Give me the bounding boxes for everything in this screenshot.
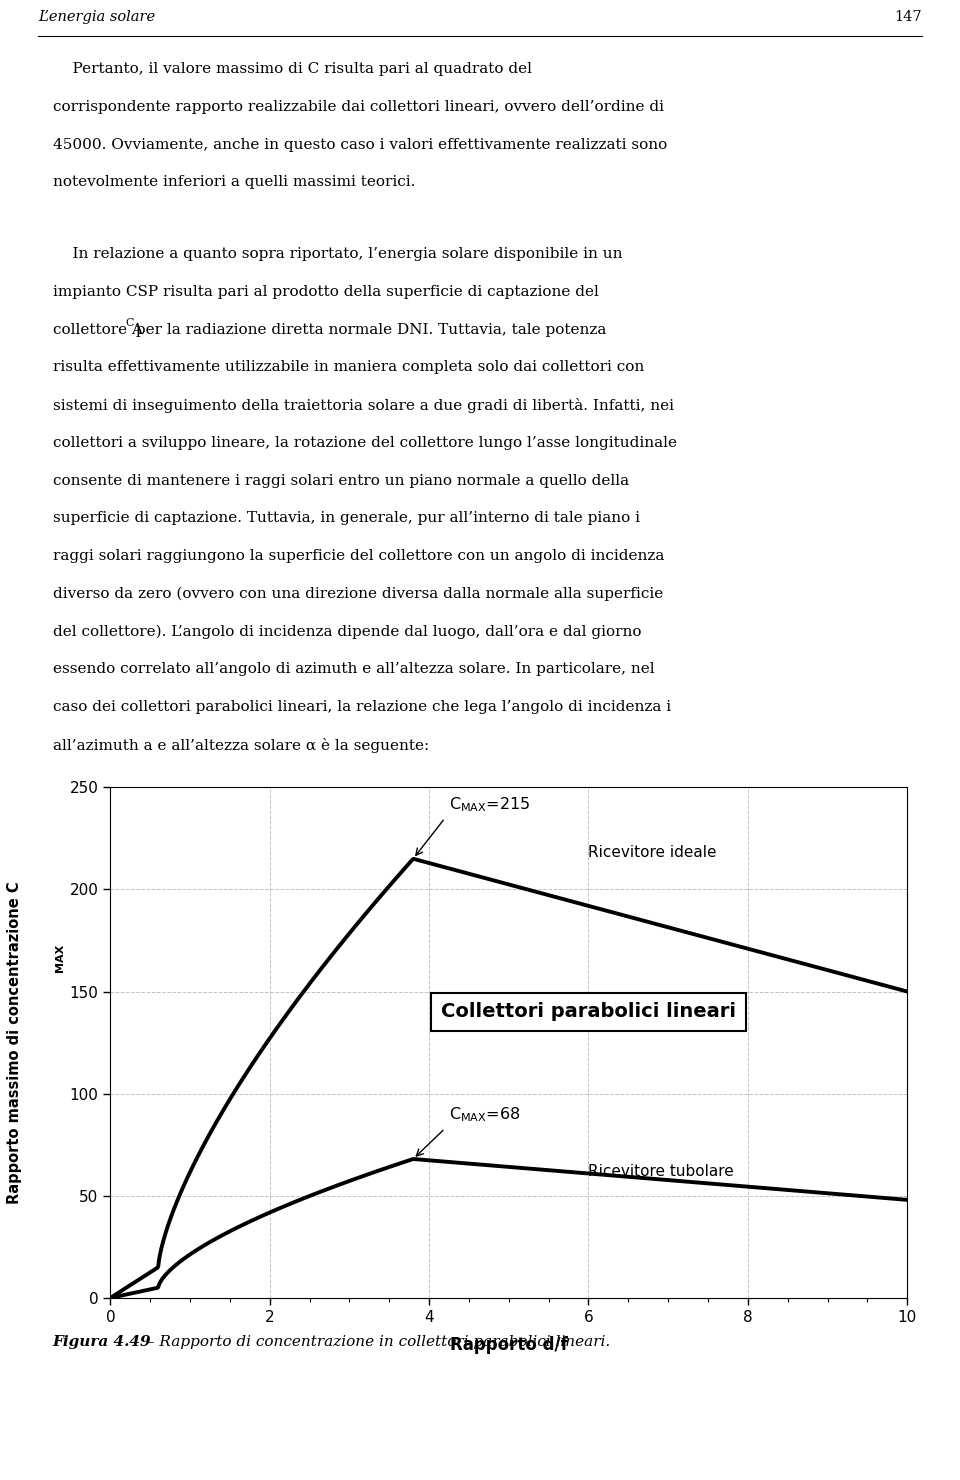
Text: Rapporto massimo di concentrazione C: Rapporto massimo di concentrazione C xyxy=(7,881,22,1203)
Text: Figura 4.49: Figura 4.49 xyxy=(53,1335,152,1348)
Text: Collettori parabolici lineari: Collettori parabolici lineari xyxy=(441,1002,736,1021)
Text: – Rapporto di concentrazione in collettori parabolici lineari.: – Rapporto di concentrazione in colletto… xyxy=(142,1335,611,1348)
Text: superficie di captazione. Tuttavia, in generale, pur all’interno di tale piano i: superficie di captazione. Tuttavia, in g… xyxy=(53,511,639,525)
Text: impianto CSP risulta pari al prodotto della superficie di captazione del: impianto CSP risulta pari al prodotto de… xyxy=(53,284,599,299)
Text: L’energia solare: L’energia solare xyxy=(38,10,156,24)
Text: $\mathregular{C_{MAX}}$=215: $\mathregular{C_{MAX}}$=215 xyxy=(449,795,530,814)
X-axis label: Rapporto d/f: Rapporto d/f xyxy=(450,1336,567,1354)
Text: sistemi di inseguimento della traiettoria solare a due gradi di libertà. Infatti: sistemi di inseguimento della traiettori… xyxy=(53,398,674,413)
Text: collettori a sviluppo lineare, la rotazione del collettore lungo l’asse longitud: collettori a sviluppo lineare, la rotazi… xyxy=(53,435,677,450)
Text: C: C xyxy=(126,318,133,329)
Text: essendo correlato all’angolo di azimuth e all’altezza solare. In particolare, ne: essendo correlato all’angolo di azimuth … xyxy=(53,662,655,676)
Text: del collettore). L’angolo di incidenza dipende dal luogo, dall’ora e dal giorno: del collettore). L’angolo di incidenza d… xyxy=(53,625,641,639)
Text: diverso da zero (ovvero con una direzione diversa dalla normale alla superficie: diverso da zero (ovvero con una direzion… xyxy=(53,586,663,601)
Text: In relazione a quanto sopra riportato, l’energia solare disponibile in un: In relazione a quanto sopra riportato, l… xyxy=(53,247,622,260)
Text: per la radiazione diretta normale DNI. Tuttavia, tale potenza: per la radiazione diretta normale DNI. T… xyxy=(131,323,606,336)
Text: $\mathregular{C_{MAX}}$=68: $\mathregular{C_{MAX}}$=68 xyxy=(449,1106,520,1125)
Text: 147: 147 xyxy=(894,10,922,24)
Text: Ricevitore ideale: Ricevitore ideale xyxy=(588,845,717,860)
Text: Ricevitore tubolare: Ricevitore tubolare xyxy=(588,1163,734,1178)
Text: consente di mantenere i raggi solari entro un piano normale a quello della: consente di mantenere i raggi solari ent… xyxy=(53,474,629,487)
Text: raggi solari raggiungono la superficie del collettore con un angolo di incidenza: raggi solari raggiungono la superficie d… xyxy=(53,549,664,562)
Text: all’azimuth a e all’altezza solare α è la seguente:: all’azimuth a e all’altezza solare α è l… xyxy=(53,737,429,753)
Text: Pertanto, il valore massimo di C risulta pari al quadrato del: Pertanto, il valore massimo di C risulta… xyxy=(53,62,532,75)
Text: risulta effettivamente utilizzabile in maniera completa solo dai collettori con: risulta effettivamente utilizzabile in m… xyxy=(53,360,644,374)
Text: MAX: MAX xyxy=(56,944,65,972)
Text: caso dei collettori parabolici lineari, la relazione che lega l’angolo di incide: caso dei collettori parabolici lineari, … xyxy=(53,700,671,713)
Text: notevolmente inferiori a quelli massimi teorici.: notevolmente inferiori a quelli massimi … xyxy=(53,175,415,189)
Text: 45000. Ovviamente, anche in questo caso i valori effettivamente realizzati sono: 45000. Ovviamente, anche in questo caso … xyxy=(53,138,667,151)
Text: corrispondente rapporto realizzabile dai collettori lineari, ovvero dell’ordine : corrispondente rapporto realizzabile dai… xyxy=(53,101,663,114)
Text: collettore A: collettore A xyxy=(53,323,143,336)
